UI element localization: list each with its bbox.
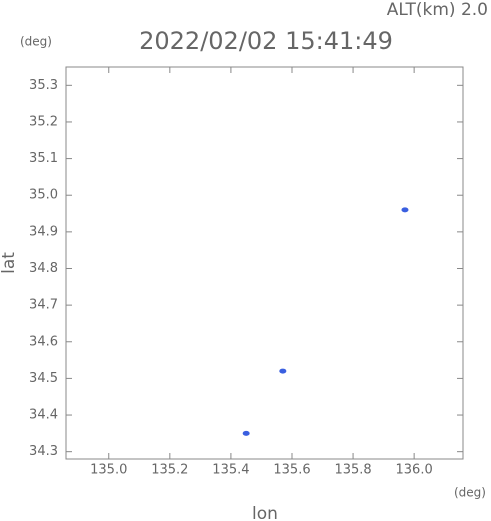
- x-tick-label: 136.0: [396, 463, 433, 478]
- y-tick-label: 34.3: [29, 444, 58, 459]
- y-unit: (deg): [20, 35, 52, 49]
- x-tick-label: 135.0: [90, 463, 127, 478]
- y-tick-label: 35.2: [29, 114, 58, 129]
- y-tick-label: 34.8: [29, 261, 58, 276]
- x-tick-label: 135.2: [151, 463, 188, 478]
- x-axis-label: lon: [252, 504, 278, 521]
- point: [401, 207, 409, 213]
- x-unit: (deg): [454, 486, 486, 500]
- y-tick-label: 35.1: [29, 151, 58, 166]
- x-tick-label: 135.4: [212, 463, 249, 478]
- chart-title: 2022/02/02 15:41:49: [139, 27, 393, 55]
- y-axis-label: lat: [0, 252, 19, 274]
- y-tick-label: 34.4: [29, 408, 58, 423]
- x-tick-label: 135.6: [273, 463, 310, 478]
- plot-frame: [65, 66, 464, 460]
- y-tick-label: 34.5: [29, 371, 58, 386]
- y-tick-label: 34.7: [29, 298, 58, 313]
- y-tick-label: 34.6: [29, 334, 58, 349]
- y-tick-label: 35.3: [29, 78, 58, 93]
- point: [279, 368, 287, 374]
- altitude-annotation: ALT(km) 2.0: [387, 0, 488, 20]
- y-tick-label: 34.9: [29, 224, 58, 239]
- point: [242, 430, 250, 436]
- y-tick-label: 35.0: [29, 188, 58, 203]
- x-tick-label: 135.8: [334, 463, 371, 478]
